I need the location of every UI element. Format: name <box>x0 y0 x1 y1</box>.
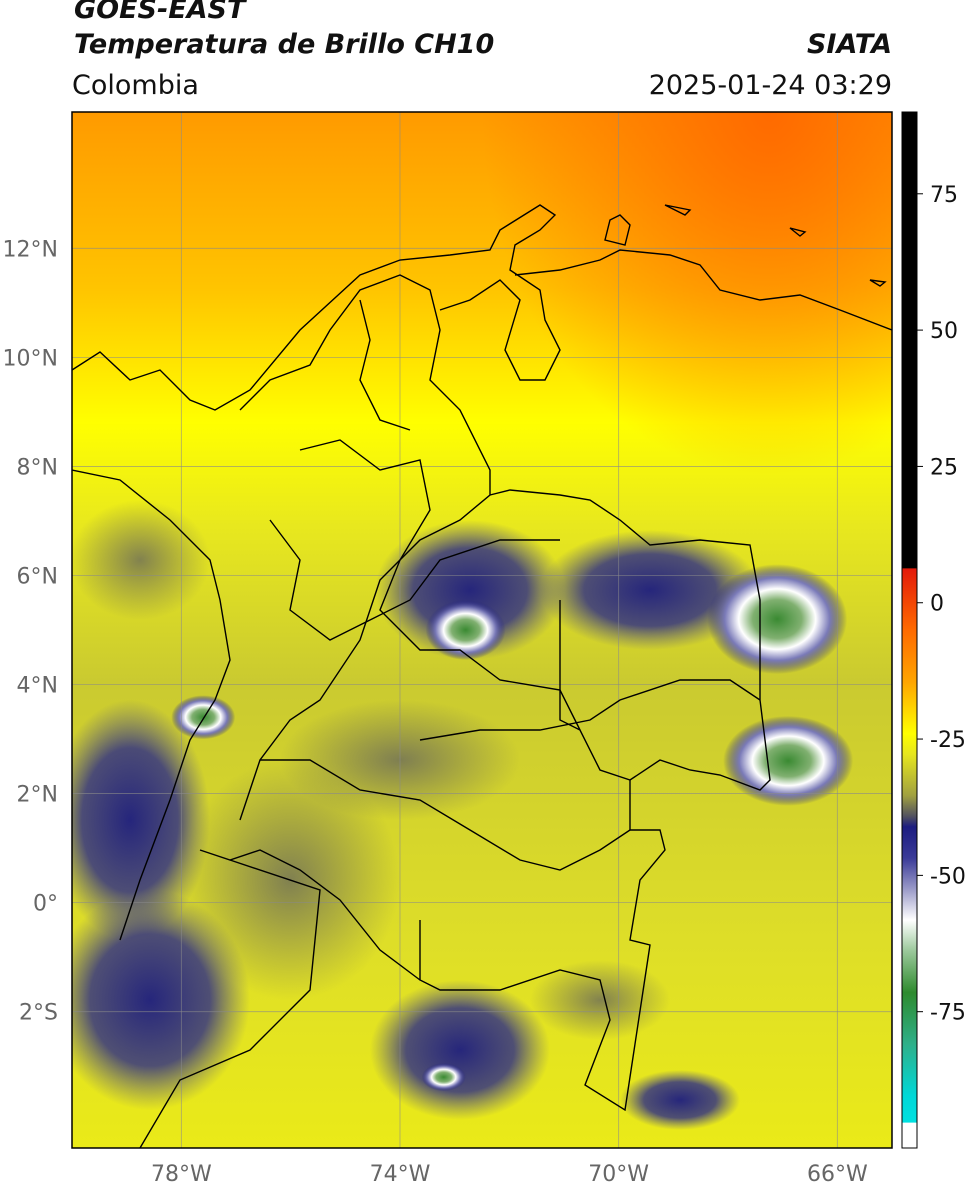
cold-cloud-top <box>707 564 848 675</box>
lat-tick-label: 0° <box>33 892 58 917</box>
product-title: Temperatura de Brillo CH10 <box>74 29 495 60</box>
colorbar-frame <box>901 111 918 1149</box>
cloud-band-amazon-east <box>530 960 670 1040</box>
lon-tick-label: 70°W <box>588 1162 649 1187</box>
timestamp-label: 2025-01-24 03:29 <box>648 70 892 101</box>
region-label: Colombia <box>72 70 199 101</box>
colombia-venezuela-border <box>489 489 771 791</box>
department-lines-4 <box>260 759 631 871</box>
colorbar-tick-label: 0 <box>930 592 944 617</box>
cold-cloud-top <box>723 715 854 806</box>
ecuador-peru-border <box>139 859 321 1148</box>
colorbar-tick-label: 75 <box>930 183 958 208</box>
department-lines-3 <box>269 519 560 641</box>
venezuela-coast <box>514 249 892 331</box>
caribbean-islands <box>604 204 887 287</box>
cold-cloud-top <box>171 695 236 740</box>
lon-tick-label: 78°W <box>151 1162 212 1187</box>
graticule <box>72 112 892 1148</box>
cold-cloud-top <box>425 600 506 660</box>
department-lines-6 <box>359 299 411 431</box>
lon-tick-label: 74°W <box>370 1162 431 1187</box>
department-lines-1 <box>239 274 491 821</box>
satellite-image <box>72 112 892 1148</box>
lat-tick-label: 4°N <box>17 674 58 699</box>
cloud-band-pacific-north <box>72 500 210 620</box>
colombia-brazil-border <box>419 780 666 1112</box>
colorbar-tick-label: -50 <box>930 864 966 889</box>
satellite-title: GOES-EAST <box>74 0 246 25</box>
lat-tick-label: 12°N <box>3 237 58 262</box>
cold-cloud-top <box>421 1063 466 1092</box>
colorbar <box>902 112 917 1148</box>
lon-tick-label: 66°W <box>807 1162 868 1187</box>
colorbar-tick-label: 25 <box>930 455 958 480</box>
cloud-band-south <box>620 1070 740 1130</box>
longitude-labels: 78°W 74°W 70°W 66°W <box>151 1162 868 1187</box>
lat-tick-label: 6°N <box>17 564 58 589</box>
colorbar-ticks: 75 50 25 0 -25 -50 -75 <box>917 183 966 1026</box>
lat-tick-label: 8°N <box>17 455 58 480</box>
department-lines-5 <box>419 679 761 741</box>
map-frame <box>71 111 893 1149</box>
pacific-coast <box>72 469 231 941</box>
cold-cloud-tops <box>171 564 854 1092</box>
lat-tick-label: 2°N <box>17 783 58 808</box>
cloud-band-amazon <box>370 980 550 1120</box>
latitude-labels: 12°N 10°N 8°N 6°N 4°N 2°N 0° 2°S <box>3 237 58 1025</box>
lat-tick-label: 10°N <box>3 346 58 371</box>
caribbean-coast <box>72 204 561 411</box>
cloud-band-llanos <box>540 530 760 650</box>
cloud-band-central <box>375 520 565 660</box>
cloud-band-pacific <box>72 700 210 940</box>
colorbar-tick-label: -75 <box>930 1001 966 1026</box>
lat-tick-label: 2°S <box>19 1001 58 1026</box>
colorbar-tick-label: -25 <box>930 728 966 753</box>
department-lines-2 <box>299 439 581 731</box>
organization-label: SIATA <box>806 29 892 60</box>
coastlines-borders <box>72 204 892 1148</box>
colorbar-tick-label: 50 <box>930 319 958 344</box>
